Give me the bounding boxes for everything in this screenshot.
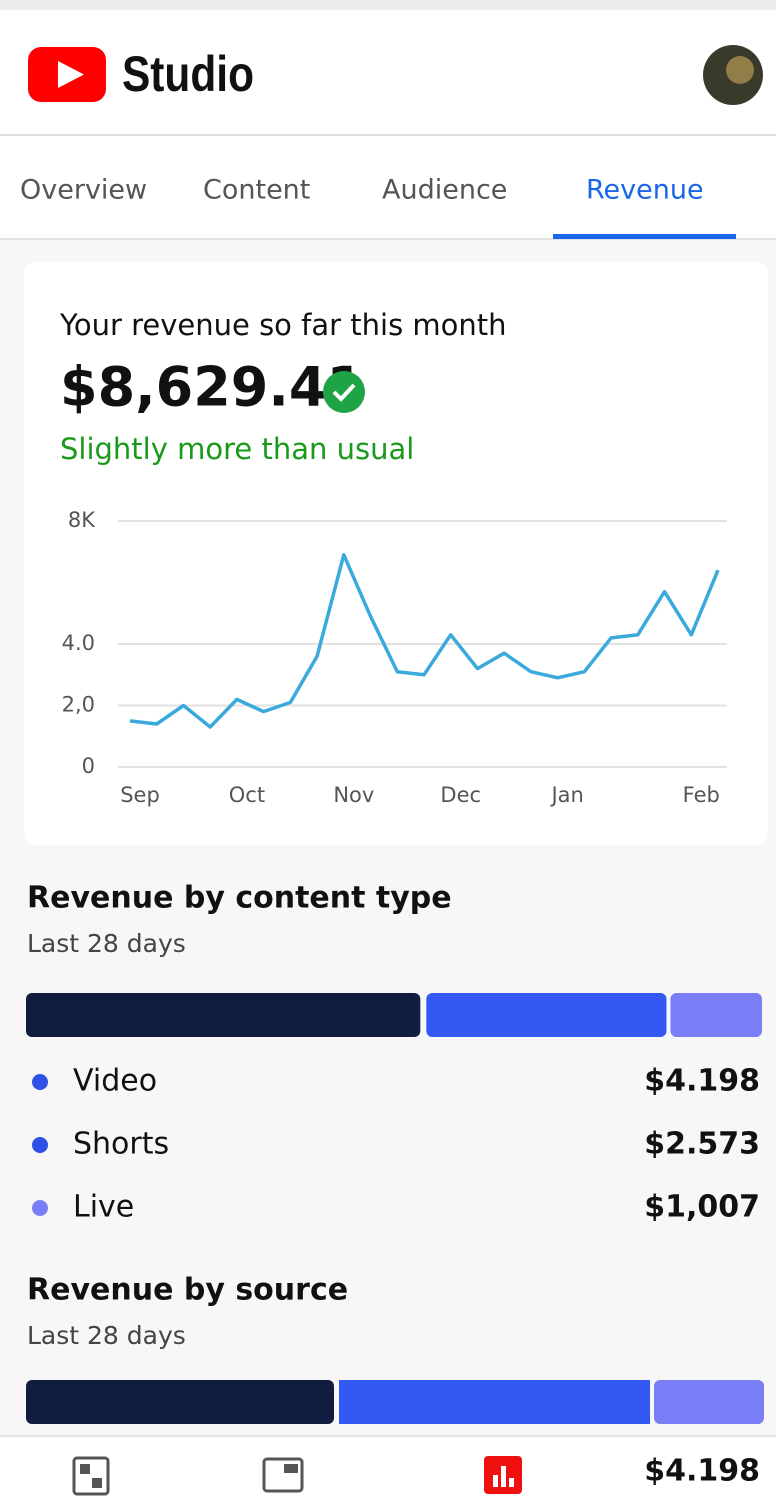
revenue-line xyxy=(129,553,720,729)
tab-indicator xyxy=(553,234,736,239)
nav-analytics[interactable] xyxy=(484,1456,522,1494)
tab[interactable]: Audience xyxy=(382,175,507,206)
nav-icon-part xyxy=(92,1478,102,1488)
x-tick-label: Oct xyxy=(229,783,265,807)
nav-amount: $4.198 xyxy=(644,1454,760,1489)
section-title: Revenue by content type xyxy=(27,881,452,916)
logo-play xyxy=(58,61,84,88)
nav-content[interactable] xyxy=(262,1457,304,1493)
nav-icon-part xyxy=(501,1466,506,1487)
y-tick-label: 0 xyxy=(82,754,95,778)
x-tick-label: Sep xyxy=(120,783,160,807)
legend-name: Shorts xyxy=(73,1127,169,1162)
tab[interactable]: Overview xyxy=(20,175,147,206)
legend-name: Live xyxy=(73,1190,134,1225)
check-badge xyxy=(323,371,365,413)
tab[interactable]: Content xyxy=(203,175,310,206)
nav-icon xyxy=(72,1456,110,1496)
nav-icon-part xyxy=(493,1475,498,1487)
x-tick-label: Dec xyxy=(440,783,481,807)
x-tick-label: Nov xyxy=(333,783,374,807)
tab[interactable]: Revenue xyxy=(586,175,704,206)
logo-text: Studio xyxy=(122,46,254,102)
revenue-card xyxy=(24,262,768,845)
section-subtitle: Last 28 days xyxy=(27,929,186,958)
y-tick-label: 4.0 xyxy=(62,631,95,655)
nav-icon-part xyxy=(509,1478,514,1487)
section-subtitle: Last 28 days xyxy=(27,1321,186,1350)
nav-icon xyxy=(262,1457,304,1493)
source-bar-segment xyxy=(339,1380,650,1424)
nav-icon-part xyxy=(284,1464,298,1473)
legend-name: Video xyxy=(73,1064,157,1099)
revenue-amount: $8,629.41 xyxy=(60,356,364,419)
check-mark xyxy=(332,383,356,402)
x-tick-label: Jan xyxy=(549,783,583,807)
y-tick-label: 8K xyxy=(68,508,96,532)
legend-value: $1,007 xyxy=(644,1190,760,1225)
legend-dot xyxy=(32,1200,48,1216)
x-tick-label: Feb xyxy=(683,783,720,807)
card-title: Your revenue so far this month xyxy=(59,308,507,342)
y-tick-label: 2,0 xyxy=(62,693,95,717)
nav-dashboard[interactable] xyxy=(72,1456,110,1496)
nav-icon-part xyxy=(80,1464,90,1474)
legend-value: $4.198 xyxy=(644,1064,760,1099)
content-bar-segment xyxy=(26,993,421,1037)
status-text: Slightly more than usual xyxy=(60,432,414,466)
legend-value: $2.573 xyxy=(644,1127,760,1162)
section-title: Revenue by source xyxy=(27,1273,348,1308)
content-bar-segment xyxy=(426,993,667,1037)
source-bar-segment xyxy=(26,1380,334,1424)
bottom-nav xyxy=(0,1436,776,1500)
status-strip xyxy=(0,0,776,10)
content-bar-segment xyxy=(670,993,762,1037)
header-bg xyxy=(0,10,776,239)
legend-dot xyxy=(32,1074,48,1090)
avatar-detail xyxy=(726,56,754,84)
legend-dot xyxy=(32,1137,48,1153)
source-bar-segment xyxy=(654,1380,764,1424)
